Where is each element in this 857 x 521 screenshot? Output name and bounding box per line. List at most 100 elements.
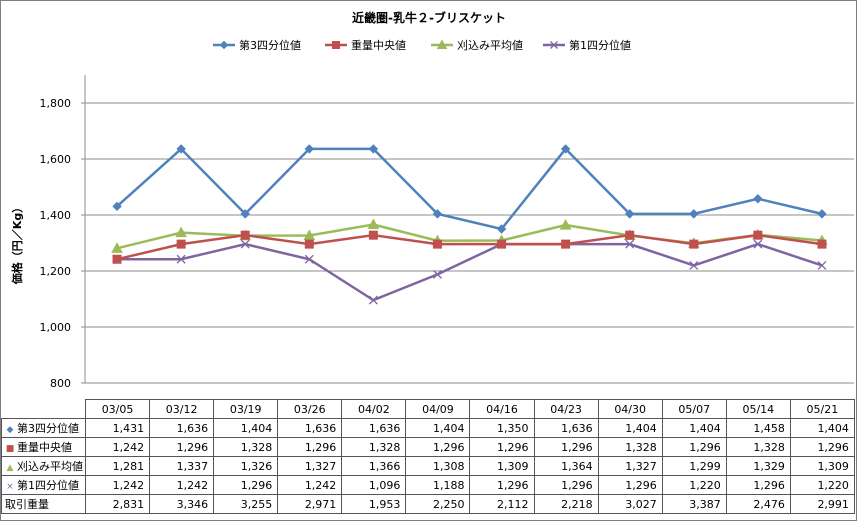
data-point xyxy=(560,144,571,154)
data-point xyxy=(561,239,571,249)
table-cell: 1,308 xyxy=(405,456,471,476)
x-tick-label: 05/21 xyxy=(789,399,855,419)
table-cell: 1,328 xyxy=(341,437,407,457)
table-cell: 1,220 xyxy=(661,475,727,495)
table-row-name: 取引重量 xyxy=(5,498,49,511)
table-cell: 1,220 xyxy=(789,475,855,495)
table-row-name: 第1四分位値 xyxy=(17,479,79,492)
table-cell: 1,296 xyxy=(277,437,343,457)
data-point xyxy=(176,254,186,264)
table-cell: 2,476 xyxy=(725,494,791,514)
series-x xyxy=(112,239,827,305)
legend-item: 第1四分位値 xyxy=(543,38,631,52)
series-diamond xyxy=(112,144,827,234)
table-corner xyxy=(1,399,86,419)
data-point xyxy=(496,224,507,234)
legend-item: 第3四分位値 xyxy=(213,38,301,52)
data-point xyxy=(753,239,763,249)
table-row-label: × 第1四分位値 xyxy=(1,475,86,495)
table-cell: 1,096 xyxy=(341,475,407,495)
data-point xyxy=(304,239,314,249)
y-tick-label: 800 xyxy=(50,377,71,390)
data-point xyxy=(497,239,507,249)
table-cell: 1,328 xyxy=(597,437,663,457)
data-point xyxy=(367,218,380,230)
data-point xyxy=(240,209,250,219)
table-cell: 1,309 xyxy=(789,456,855,476)
table-cell: 1,296 xyxy=(725,475,791,495)
table-cell: 1,350 xyxy=(469,418,535,438)
table-cell: 1,296 xyxy=(533,437,599,457)
data-point xyxy=(817,239,827,249)
legend-label: 重量中央値 xyxy=(351,38,406,52)
data-point xyxy=(559,219,572,230)
table-cell: 1,299 xyxy=(661,456,727,476)
table-marker-icon: × xyxy=(6,482,14,492)
legend-marker xyxy=(219,40,229,50)
table-cell: 3,255 xyxy=(213,494,279,514)
table-cell: 1,364 xyxy=(533,456,599,476)
data-point xyxy=(625,209,635,219)
table-cell: 3,027 xyxy=(597,494,663,514)
table-cell: 1,636 xyxy=(277,418,343,438)
table-cell: 1,404 xyxy=(661,418,727,438)
table-marker-icon: ▲ xyxy=(6,463,14,473)
table-cell: 1,242 xyxy=(277,475,343,495)
x-tick-label: 04/02 xyxy=(341,399,407,419)
x-tick-label: 03/05 xyxy=(84,399,151,419)
table-cell: 1,242 xyxy=(84,437,151,457)
table-cell: 1,636 xyxy=(533,418,599,438)
x-tick-label: 05/14 xyxy=(725,399,791,419)
legend-label: 刈込み平均値 xyxy=(457,39,523,52)
table-row-label: ◆ 第3四分位値 xyxy=(1,418,86,438)
table-cell: 1,953 xyxy=(341,494,407,514)
data-point xyxy=(689,239,699,249)
data-point xyxy=(689,260,699,270)
data-point xyxy=(240,239,250,249)
table-row: 取引重量 2,831 3,346 3,255 2,971 1,953 2,250 2,112 2… xyxy=(1,494,855,514)
data-point xyxy=(176,239,186,249)
x-tick-label: 04/16 xyxy=(469,399,535,419)
table-cell: 2,831 xyxy=(84,494,151,514)
data-point xyxy=(111,242,123,253)
table-cell: 1,366 xyxy=(341,456,407,476)
table-cell: 1,636 xyxy=(341,418,407,438)
table-cell: 1,337 xyxy=(149,456,215,476)
table-cell: 1,296 xyxy=(213,475,279,495)
x-tick-label: 04/09 xyxy=(405,399,471,419)
table-cell: 2,250 xyxy=(405,494,471,514)
data-point xyxy=(432,269,442,279)
data-point xyxy=(625,230,635,240)
x-tick-label: 03/19 xyxy=(213,399,279,419)
table-cell: 1,327 xyxy=(277,456,343,476)
table-cell: 1,328 xyxy=(213,437,279,457)
data-point xyxy=(432,239,442,249)
y-tick-label: 1,600 xyxy=(40,153,72,166)
table-cell: 1,458 xyxy=(725,418,791,438)
table-cell: 1,296 xyxy=(661,437,727,457)
table-cell: 2,991 xyxy=(789,494,855,514)
gridlines xyxy=(84,75,854,384)
data-point xyxy=(304,144,314,154)
table-cell: 2,971 xyxy=(277,494,343,514)
data-point xyxy=(753,194,763,204)
data-point xyxy=(112,254,122,264)
legend-label: 第1四分位値 xyxy=(569,38,631,52)
table-row: ▲ 刈込み平均値 1,281 1,337 1,326 1,327 1,366 1,308 1,3… xyxy=(1,456,855,476)
data-point xyxy=(817,260,827,270)
y-tick-label: 1,800 xyxy=(40,97,72,110)
x-tick-label: 04/30 xyxy=(597,399,663,419)
table-cell: 3,346 xyxy=(149,494,215,514)
series-line xyxy=(116,233,823,261)
data-table: 03/05 03/12 03/19 03/26 04/02 04/09 04/16 04/23… xyxy=(1,399,855,514)
table-cell: 1,296 xyxy=(149,437,215,457)
data-point xyxy=(689,209,699,219)
table-cell: 1,636 xyxy=(149,418,215,438)
table-cell: 1,431 xyxy=(84,418,151,438)
table-cell: 1,404 xyxy=(789,418,855,438)
table-row-name: 第3四分位値 xyxy=(17,422,79,435)
series-triangle xyxy=(111,218,828,253)
data-point xyxy=(176,144,186,154)
legend-marker xyxy=(550,41,558,49)
table-row-name: 重量中央値 xyxy=(17,441,72,454)
